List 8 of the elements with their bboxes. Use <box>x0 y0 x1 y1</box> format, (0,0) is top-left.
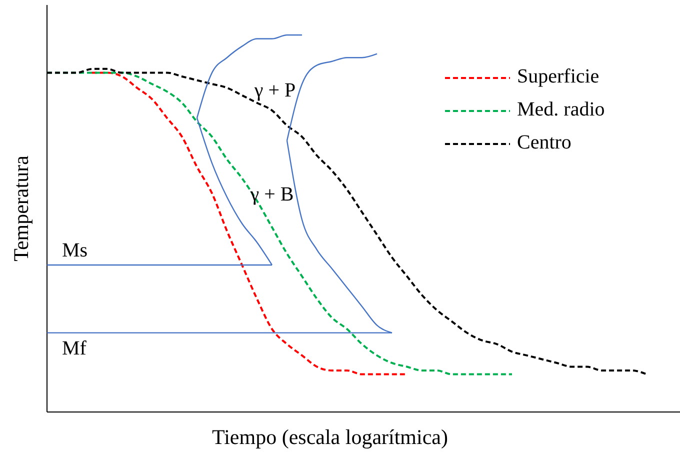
annotation: Ms <box>62 240 88 262</box>
legend-label: Centro <box>517 132 572 154</box>
annotation: Mf <box>62 338 87 360</box>
annotation: γ + P <box>253 80 296 102</box>
legend-label: Med. radio <box>517 98 605 121</box>
legend-label: Superficie <box>517 66 600 88</box>
y-axis-title: Temperatura <box>9 154 33 262</box>
x-axis-title: Tiempo (escala logarítmica) <box>212 425 448 449</box>
